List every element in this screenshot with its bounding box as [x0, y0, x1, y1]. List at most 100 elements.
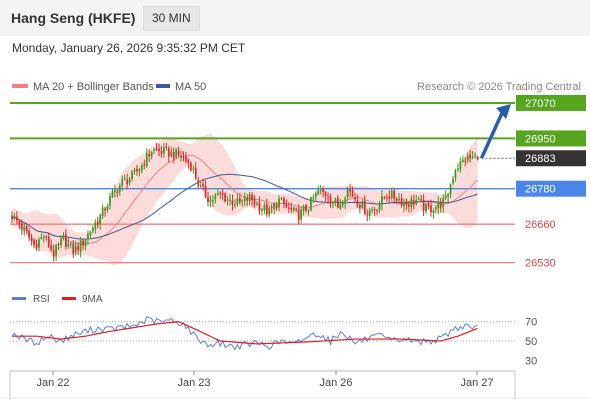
candle-body	[192, 168, 195, 170]
candle	[77, 242, 80, 255]
candle-body	[434, 207, 437, 210]
rsi-tick-30: 30	[525, 355, 537, 367]
candle-body	[128, 179, 131, 183]
level-label-26660: 26660	[525, 219, 556, 231]
candle-body	[410, 199, 413, 208]
candle-body	[317, 190, 320, 195]
candle-body	[268, 207, 271, 216]
candle-body	[234, 204, 236, 206]
candle	[136, 164, 138, 176]
candle	[378, 200, 381, 213]
candle-body	[118, 185, 121, 193]
candle	[229, 194, 231, 206]
candle	[145, 148, 148, 169]
candle	[189, 161, 192, 172]
candle	[312, 194, 315, 203]
candle	[219, 191, 222, 199]
candle	[30, 233, 33, 246]
candle	[285, 199, 288, 209]
candle	[47, 232, 50, 249]
candle-body	[449, 184, 452, 194]
candle	[474, 152, 476, 159]
candle-body	[390, 191, 393, 199]
candle	[25, 224, 28, 235]
candle-body	[344, 198, 347, 204]
candle	[420, 195, 423, 202]
candle-body	[87, 233, 89, 240]
candle-body	[393, 190, 396, 199]
candle-body	[376, 210, 378, 212]
candle	[192, 165, 195, 174]
candle-body	[442, 198, 445, 207]
candle	[385, 193, 388, 202]
candle	[253, 194, 256, 209]
candle	[410, 195, 413, 213]
candle	[202, 178, 204, 191]
candle-body	[79, 239, 82, 252]
candle-body	[398, 198, 400, 201]
candle-body	[138, 169, 141, 172]
candle	[268, 204, 271, 218]
candle-body	[221, 193, 224, 195]
rsi-tick-70: 70	[525, 317, 537, 329]
candle	[422, 194, 425, 217]
timeframe-badge[interactable]: 30 MIN	[143, 6, 200, 31]
candle	[11, 211, 13, 224]
candle-body	[457, 168, 459, 170]
candle-body	[148, 154, 151, 157]
candle-body	[305, 205, 307, 211]
candle-body	[466, 155, 469, 161]
candle	[133, 167, 136, 176]
candle	[405, 198, 408, 210]
header-bar	[0, 0, 590, 36]
candle	[390, 187, 393, 201]
candle	[163, 142, 165, 158]
candle	[314, 191, 317, 202]
candle-body	[163, 147, 165, 154]
candle	[373, 207, 376, 216]
legend-label-rsi: RSI	[33, 294, 50, 305]
candle	[412, 194, 415, 210]
candle	[216, 188, 219, 196]
candle-body	[60, 238, 62, 246]
candle-body	[395, 198, 398, 201]
ma50-line	[11, 173, 478, 240]
level-label-26950: 26950	[525, 133, 556, 145]
candle-body	[471, 156, 474, 158]
candle	[55, 243, 57, 262]
candle-body	[202, 184, 204, 187]
candle-body	[454, 170, 457, 179]
candle	[175, 147, 178, 160]
candle	[398, 193, 400, 205]
candle-body	[246, 198, 249, 201]
candle-body	[366, 214, 369, 216]
candle	[182, 151, 185, 162]
candle-body	[251, 194, 253, 201]
candle-body	[57, 244, 60, 246]
level-label-26883: 26883	[525, 153, 556, 165]
candle-body	[94, 222, 97, 229]
candle	[363, 195, 366, 216]
candle	[403, 198, 405, 213]
x-tick-label: Jan 27	[460, 377, 493, 389]
candle	[28, 227, 31, 241]
level-tag-26780	[516, 180, 586, 197]
candle-body	[140, 165, 143, 171]
candle	[118, 183, 121, 197]
candle	[368, 207, 371, 220]
candle	[439, 197, 442, 213]
candle	[265, 198, 268, 218]
candle	[256, 200, 258, 207]
candle-body	[96, 221, 99, 224]
candle	[109, 192, 111, 210]
candle	[459, 157, 462, 173]
candle-body	[403, 201, 405, 207]
candle-body	[101, 207, 104, 217]
candle	[327, 192, 329, 204]
candle	[207, 191, 209, 207]
candle-body	[197, 179, 200, 186]
candle-body	[312, 198, 315, 200]
candle-body	[67, 243, 70, 247]
candle-body	[261, 209, 263, 211]
candle	[393, 189, 396, 205]
